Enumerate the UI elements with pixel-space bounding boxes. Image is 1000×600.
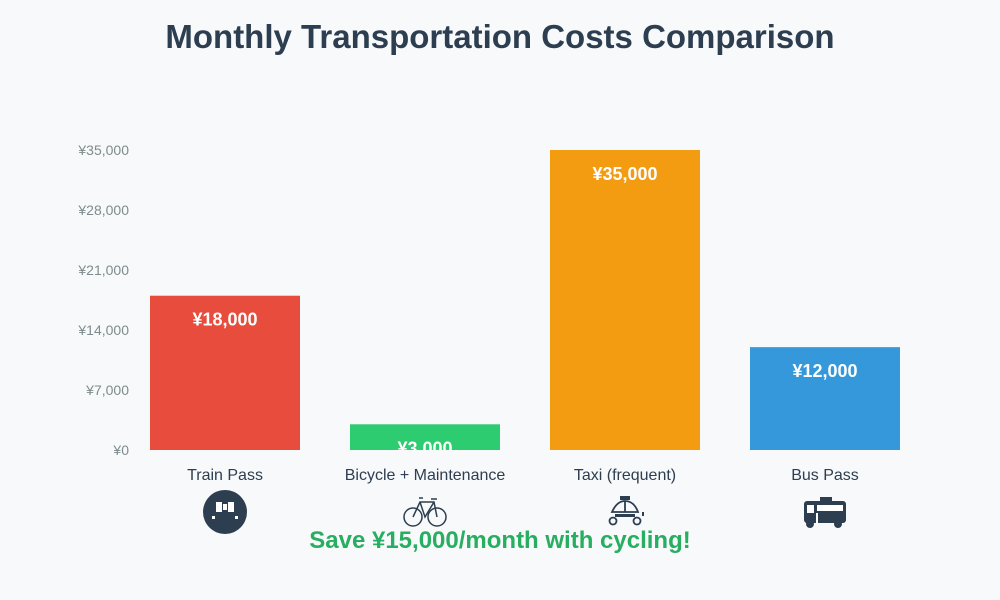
bar-2: [550, 150, 700, 450]
bar-value-label: ¥18,000: [192, 310, 257, 330]
y-tick-label: ¥28,000: [77, 202, 129, 218]
chart-title: Monthly Transportation Costs Comparison: [165, 18, 835, 55]
bar-value-label: ¥35,000: [592, 164, 657, 184]
y-tick-label: ¥14,000: [77, 322, 129, 338]
y-tick-label: ¥7,000: [85, 382, 129, 398]
bus-icon: [804, 497, 846, 528]
bicycle-icon: [403, 497, 447, 527]
y-tick-label: ¥35,000: [77, 142, 129, 158]
train-icon: [203, 490, 247, 534]
x-tick-label: Bicycle + Maintenance: [345, 467, 506, 484]
x-tick-label: Bus Pass: [791, 467, 859, 484]
bar-1: [350, 424, 500, 450]
x-tick-label: Train Pass: [187, 467, 263, 484]
y-tick-label: ¥21,000: [77, 262, 129, 278]
bar-3: [750, 347, 900, 450]
savings-annotation: Save ¥15,000/month with cycling!: [309, 527, 691, 554]
bar-0: [150, 295, 300, 450]
taxi-icon: [608, 496, 644, 526]
x-tick-label: Taxi (frequent): [574, 467, 676, 484]
bar-value-label: ¥3,000: [397, 438, 452, 458]
y-tick-label: ¥0: [112, 442, 129, 458]
bar-value-label: ¥12,000: [792, 361, 857, 381]
